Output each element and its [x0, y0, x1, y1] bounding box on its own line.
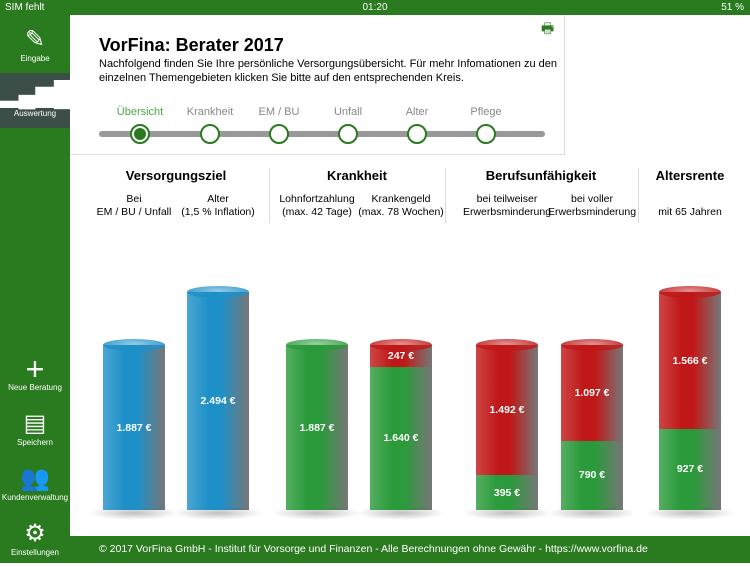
category-title: Versorgungsziel	[125, 168, 227, 183]
print-icon[interactable]: 🖶	[541, 20, 555, 36]
header: VorFina: Berater 2017 Nachfolgend finden…	[70, 15, 565, 155]
divider	[638, 168, 639, 223]
category-subtitle: Bei EM / BU / Unfall	[96, 193, 172, 218]
bar-value-label: 790 €	[578, 469, 606, 482]
bar-segment[interactable]: 790 €	[561, 440, 623, 510]
bar-value-label: 1.566 €	[672, 354, 708, 367]
bar-segment[interactable]: 247 €	[370, 345, 432, 367]
bar-chart-icon: ▂▄▆█	[0, 81, 71, 108]
step-label[interactable]: Übersicht	[116, 106, 164, 118]
category-subtitle: bei voller Erwerbsminderung	[547, 193, 637, 218]
pencil-icon: ✎	[24, 26, 46, 53]
bar-cap	[286, 339, 348, 352]
step-label[interactable]: Pflege	[470, 106, 502, 118]
category-title: Altersrente	[655, 168, 725, 183]
step-label[interactable]: Alter	[405, 106, 429, 118]
step-circle[interactable]	[407, 124, 427, 144]
step-label[interactable]: EM / BU	[258, 106, 300, 118]
bar-cap	[561, 339, 623, 352]
category-subtitle: bei teilweiser Erwerbsminderung	[462, 193, 552, 218]
bar-segment[interactable]: 1.492 €	[476, 345, 538, 476]
bar-value-label: 927 €	[676, 463, 704, 476]
category-title: Krankheit	[327, 168, 387, 183]
step-circle[interactable]	[338, 124, 358, 144]
plus-icon: +	[25, 351, 45, 387]
sidebar-item-speichern[interactable]: ▤ Speichern	[0, 402, 70, 457]
carrier: SIM fehlt	[5, 2, 45, 13]
save-icon: ▤	[23, 410, 47, 437]
bar-segment[interactable]: 1.887 €	[286, 345, 348, 510]
battery: 51 %	[721, 2, 744, 13]
divider	[269, 168, 270, 223]
bar-value-label: 1.887 €	[299, 421, 335, 434]
step-track	[99, 131, 545, 137]
step-circle[interactable]	[269, 124, 289, 144]
category-title: Berufsunfähigkeit	[485, 168, 597, 183]
bar-value-label: 1.640 €	[383, 432, 419, 445]
bar-value-label: 247 €	[387, 349, 415, 362]
category-subtitle: Krankengeld (max. 78 Wochen)	[358, 193, 444, 218]
bar-segment[interactable]: 1.097 €	[561, 345, 623, 441]
clock: 01:20	[362, 2, 388, 13]
bar-cap	[187, 286, 249, 298]
bar-value-label: 2.494 €	[200, 395, 236, 407]
page-subtitle: Nachfolgend finden Sie Ihre persönliche …	[99, 58, 557, 84]
page-title: VorFina: Berater 2017	[99, 35, 284, 55]
bar-cap	[370, 339, 432, 352]
footer: © 2017 VorFina GmbH - Institut für Vorso…	[70, 536, 750, 563]
bar-segment[interactable]: 1.566 €	[659, 292, 721, 429]
divider	[445, 168, 446, 223]
gear-icon: ⚙	[24, 520, 46, 547]
step-circle[interactable]	[476, 124, 496, 144]
bar-segment[interactable]: 1.887 €	[103, 345, 165, 510]
sidebar-item-auswertung[interactable]: ▂▄▆█ Auswertung	[0, 73, 71, 128]
sidebar: ✎ Eingabe ▂▄▆█ Auswertung + Neue Beratung ▤…	[0, 15, 71, 563]
bar-segment[interactable]: 395 €	[476, 475, 538, 510]
category-subtitle: Alter (1,5 % Inflation)	[181, 193, 255, 218]
step-circle[interactable]	[200, 124, 220, 144]
status-bar: SIM fehlt 01:20 51 %	[0, 0, 750, 15]
bar-cap	[659, 286, 721, 299]
bar-value-label: 395 €	[493, 486, 521, 499]
bar-segment[interactable]: 1.640 €	[370, 366, 432, 510]
bar-value-label: 1.097 €	[574, 386, 610, 399]
bar-segment[interactable]: 927 €	[659, 428, 721, 510]
step-circle[interactable]	[130, 124, 150, 144]
sidebar-item-einstellungen[interactable]: ⚙ Einstellungen	[0, 512, 70, 567]
bar-segment[interactable]: 2.494 €	[187, 292, 249, 510]
step-label[interactable]: Krankheit	[186, 106, 234, 118]
bar-value-label: 1.887 €	[116, 421, 152, 434]
bar-cap	[476, 339, 538, 352]
users-icon: 👥	[20, 465, 50, 492]
step-label[interactable]: Unfall	[333, 106, 363, 118]
category-subtitle: Lohnfortzahlung (max. 42 Tage)	[279, 193, 355, 218]
category-subtitle: mit 65 Jahren	[658, 206, 722, 218]
sidebar-item-neue-beratung[interactable]: + Neue Beratung	[0, 347, 70, 402]
sidebar-item-kundenverwaltung[interactable]: 👥 Kundenverwaltung	[0, 457, 70, 512]
sidebar-item-eingabe[interactable]: ✎ Eingabe	[0, 18, 70, 73]
bar-value-label: 1.492 €	[489, 404, 525, 417]
bar-cap	[103, 339, 165, 352]
